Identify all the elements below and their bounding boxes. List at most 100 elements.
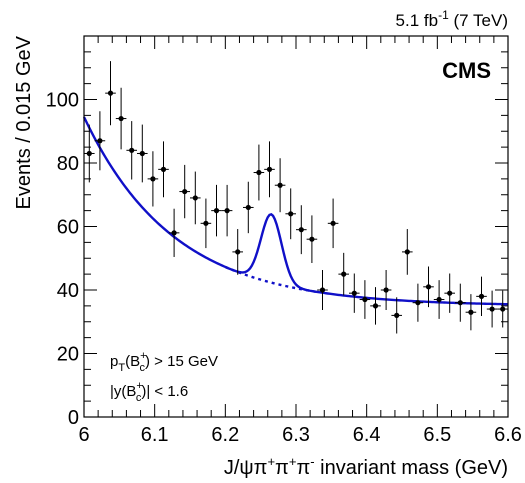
data-point-marker: [235, 249, 241, 255]
data-point: [105, 61, 116, 126]
data-point-marker: [182, 188, 188, 195]
data-point: [126, 121, 137, 180]
data-point: [168, 208, 180, 257]
data-point-marker: [160, 166, 167, 172]
data-point: [444, 273, 455, 313]
data-points: [84, 61, 508, 334]
y-tick-label: 100: [46, 90, 79, 112]
data-point-marker: [97, 138, 103, 144]
y-tick-label: 80: [57, 153, 79, 175]
data-point-marker: [383, 287, 389, 293]
data-point-marker: [415, 300, 421, 306]
data-point-marker: [129, 147, 135, 153]
data-point: [179, 164, 190, 219]
plot-frame: [83, 35, 509, 418]
data-point-marker: [256, 169, 262, 176]
data-point-marker: [447, 290, 453, 296]
data-point: [306, 215, 318, 264]
fit-layer: [82, 116, 509, 306]
data-point: [380, 269, 392, 311]
data-point-marker: [288, 211, 294, 217]
data-point-marker: [203, 220, 209, 226]
data-point-marker: [86, 150, 92, 157]
data-point-marker: [319, 287, 326, 293]
data-point: [232, 229, 243, 275]
data-point: [359, 280, 371, 319]
data-point: [455, 283, 466, 322]
data-point: [433, 280, 445, 319]
data-point: [285, 188, 296, 240]
x-tick-label: 6.3: [282, 424, 310, 446]
data-point: [423, 266, 434, 308]
data-point: [274, 158, 286, 213]
x-tick-label: 6: [78, 424, 89, 446]
data-point: [94, 111, 106, 171]
x-tick-label: 6.6: [494, 424, 522, 446]
data-point: [296, 205, 307, 255]
data-point-marker: [468, 309, 474, 315]
data-point: [264, 141, 275, 198]
data-point: [391, 297, 402, 334]
experiment-label: CMS: [442, 58, 491, 83]
data-point: [115, 87, 127, 150]
data-point: [317, 269, 328, 311]
data-point: [211, 184, 222, 237]
data-point-marker: [362, 296, 368, 303]
data-point-marker: [404, 249, 410, 255]
data-point: [370, 287, 381, 325]
data-point: [221, 184, 233, 237]
x-axis-title: J/ψπ+π+π- invariant mass (GeV): [224, 454, 508, 479]
lumi-label: 5.1 fb-1 (7 TeV): [396, 8, 508, 30]
data-point: [147, 151, 159, 207]
data-point-marker: [171, 230, 177, 236]
data-point: [327, 198, 339, 249]
x-tick-label: 6.4: [353, 424, 381, 446]
data-point-marker: [425, 284, 432, 290]
data-point-marker: [457, 300, 463, 306]
x-tick-label: 6.1: [141, 424, 169, 446]
data-point-marker: [341, 271, 347, 277]
data-point-marker: [150, 176, 156, 182]
data-point-marker: [277, 182, 283, 188]
data-point: [84, 124, 95, 183]
data-point: [412, 283, 424, 322]
data-point-marker: [436, 296, 442, 303]
y-tick-label: 60: [57, 217, 79, 239]
tick-labels: 6 6.1 6.2 6.3 6.4 6.5 6.6 0 20 40 60 80 100: [46, 90, 522, 447]
data-point-marker: [213, 208, 220, 214]
data-point-marker: [192, 195, 198, 201]
data-point: [338, 252, 349, 296]
data-point-marker: [394, 312, 400, 318]
data-point-marker: [330, 220, 336, 226]
data-point-marker: [245, 204, 251, 211]
data-point: [349, 273, 360, 313]
data-point: [497, 290, 508, 328]
data-point-marker: [224, 208, 230, 214]
data-point: [402, 229, 413, 275]
data-point-marker: [489, 306, 495, 312]
data-point-marker: [372, 303, 379, 309]
x-tick-label: 6.5: [423, 424, 451, 446]
data-point-marker: [298, 227, 304, 233]
data-point: [476, 276, 487, 317]
data-point: [486, 290, 498, 328]
x-tick-label: 6.2: [211, 424, 239, 446]
data-point: [158, 141, 169, 198]
y-tick-label: 0: [68, 407, 79, 429]
data-point-marker: [107, 90, 114, 96]
cut-label-pt: pT(B+ c) > 15 GeV: [110, 350, 218, 374]
data-point-marker: [478, 293, 485, 299]
data-point: [243, 181, 254, 234]
y-tick-label: 20: [57, 344, 79, 366]
total-fit-curve: [82, 116, 509, 306]
data-point-marker: [309, 236, 315, 242]
y-tick-label: 40: [57, 280, 79, 302]
cut-label-rapidity: |y(B+ c)| < 1.6: [110, 380, 188, 404]
data-point: [137, 124, 148, 183]
data-point-marker: [139, 150, 145, 157]
data-point: [200, 198, 212, 249]
data-point: [465, 294, 477, 331]
data-point-marker: [266, 166, 273, 172]
data-point-marker: [500, 306, 506, 312]
